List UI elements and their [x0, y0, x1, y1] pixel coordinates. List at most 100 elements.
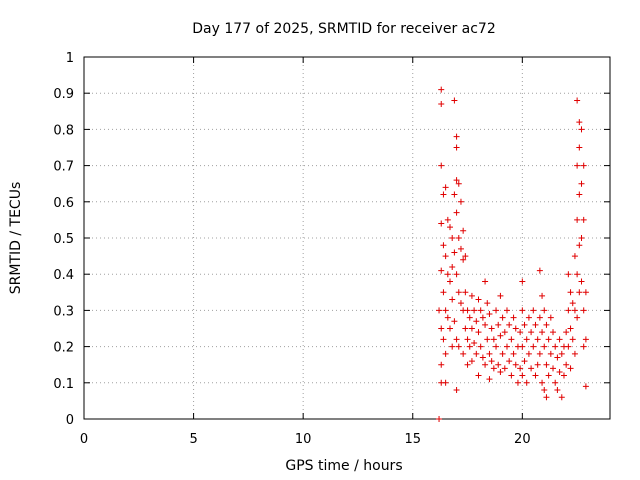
- data-point: [436, 416, 443, 422]
- data-point: [438, 86, 445, 93]
- data-point: [574, 271, 581, 278]
- data-point: [554, 354, 561, 361]
- y-axis-label: SRMTID / TECUs: [8, 182, 24, 295]
- y-tick-label: 0.8: [53, 123, 74, 138]
- data-point: [519, 343, 526, 350]
- data-point: [578, 278, 585, 285]
- data-point: [477, 307, 484, 314]
- data-point: [541, 307, 548, 314]
- data-point: [449, 296, 456, 303]
- data-point: [438, 361, 445, 368]
- data-point: [451, 97, 458, 104]
- data-point: [525, 314, 532, 321]
- data-point: [482, 321, 489, 328]
- data-point: [519, 278, 526, 285]
- data-point: [451, 191, 458, 198]
- data-point: [560, 372, 567, 379]
- data-point: [486, 311, 493, 318]
- data-point: [580, 216, 587, 223]
- data-point: [576, 191, 583, 198]
- data-point: [479, 314, 486, 321]
- data-point: [534, 336, 541, 343]
- data-point: [545, 372, 552, 379]
- data-point: [468, 358, 475, 365]
- data-point: [536, 350, 543, 357]
- data-point: [552, 379, 559, 386]
- data-point: [442, 253, 449, 260]
- data-point: [530, 307, 537, 314]
- x-tick-label: 20: [514, 432, 531, 447]
- data-point: [495, 321, 502, 328]
- data-point: [576, 144, 583, 151]
- data-point: [499, 350, 506, 357]
- data-point: [440, 242, 447, 249]
- data-point: [462, 289, 469, 296]
- data-point: [460, 227, 467, 234]
- data-point: [547, 350, 554, 357]
- data-point: [482, 278, 489, 285]
- x-tick-label: 0: [80, 432, 88, 447]
- data-point: [493, 343, 500, 350]
- data-point: [532, 321, 539, 328]
- data-point: [580, 343, 587, 350]
- data-point: [503, 343, 510, 350]
- data-point: [444, 216, 451, 223]
- data-point: [541, 387, 548, 394]
- data-point: [574, 314, 581, 321]
- data-point: [497, 292, 504, 299]
- data-point: [503, 307, 510, 314]
- data-point: [571, 253, 578, 260]
- data-point: [523, 379, 530, 386]
- data-point: [571, 307, 578, 314]
- data-point: [523, 336, 530, 343]
- data-point: [571, 350, 578, 357]
- y-tick-label: 0.9: [53, 87, 74, 102]
- data-point: [534, 361, 541, 368]
- data-point: [528, 365, 535, 372]
- data-point: [468, 292, 475, 299]
- data-point: [464, 307, 471, 314]
- data-point: [451, 249, 458, 256]
- data-point: [453, 209, 460, 216]
- data-point: [471, 339, 478, 346]
- data-point: [580, 307, 587, 314]
- data-point: [576, 289, 583, 296]
- data-point: [438, 325, 445, 332]
- y-tick-label: 0.7: [53, 160, 74, 175]
- data-point: [576, 119, 583, 126]
- data-point: [486, 350, 493, 357]
- data-point: [521, 358, 528, 365]
- y-tick-label: 0: [66, 413, 74, 428]
- data-point: [550, 329, 557, 336]
- data-point: [447, 325, 454, 332]
- data-point: [449, 235, 456, 241]
- y-tick-label: 0.2: [53, 341, 74, 356]
- data-point: [444, 271, 451, 278]
- y-tick-label: 1: [66, 51, 74, 66]
- data-point: [532, 372, 539, 379]
- data-point: [565, 343, 572, 350]
- y-tick-label: 0.6: [53, 196, 74, 211]
- data-point: [567, 365, 574, 372]
- data-point: [545, 336, 552, 343]
- data-point: [567, 325, 574, 332]
- data-point: [462, 325, 469, 332]
- data-point: [455, 343, 462, 350]
- data-point: [539, 292, 546, 299]
- data-point: [506, 358, 513, 365]
- data-point: [510, 314, 517, 321]
- data-point: [580, 162, 587, 169]
- data-point: [484, 336, 491, 343]
- data-point: [442, 379, 449, 386]
- data-point: [455, 235, 462, 241]
- data-point: [536, 314, 543, 321]
- data-point: [512, 361, 519, 368]
- data-point: [565, 271, 572, 278]
- data-point: [517, 329, 524, 336]
- data-point: [438, 220, 445, 227]
- data-point: [451, 318, 458, 325]
- data-point: [475, 329, 482, 336]
- y-tick-label: 0.4: [53, 268, 74, 283]
- data-point: [578, 180, 585, 187]
